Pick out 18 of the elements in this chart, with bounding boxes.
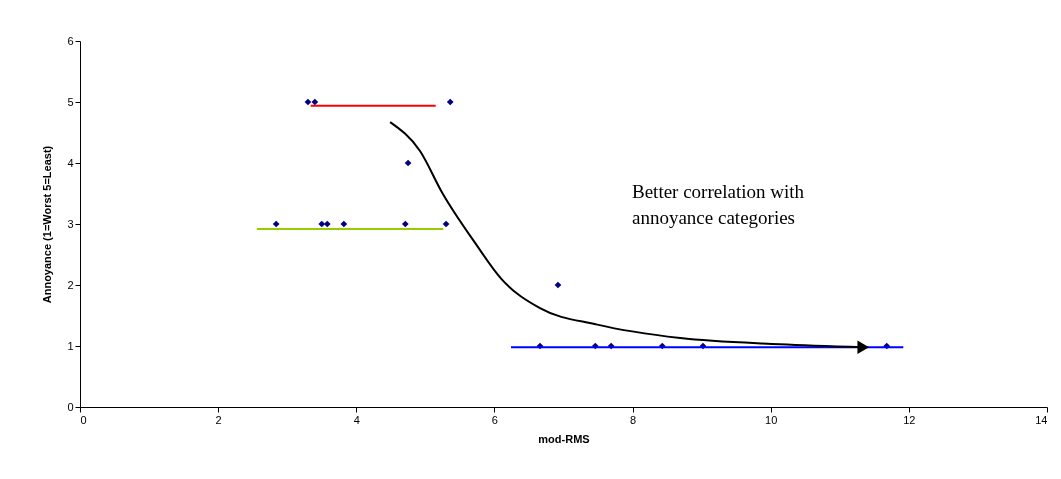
x-tick-label: 0 <box>80 413 87 426</box>
y-tick-label: 0 <box>67 400 74 413</box>
x-tick-label: 2 <box>215 413 222 426</box>
y-tick-label: 5 <box>67 95 74 108</box>
y-tick-label: 1 <box>67 339 74 352</box>
annotation: Better correlation with annoyance categories <box>632 181 805 228</box>
y-tick-label: 2 <box>67 278 74 291</box>
y-tick-label: 4 <box>67 156 74 169</box>
x-tick-label: 10 <box>765 413 778 426</box>
x-tick-label: 6 <box>491 413 498 426</box>
y-tick-label: 6 <box>67 34 74 47</box>
y-axis-title: Annoyance (1=Worst 5=Least) <box>41 145 54 304</box>
y-tick-label: 3 <box>67 217 74 230</box>
x-tick-label: 14 <box>1035 413 1048 426</box>
x-tick-label: 12 <box>903 413 916 426</box>
x-tick-label: 4 <box>353 413 360 426</box>
x-axis-title: mod-RMS <box>538 432 590 445</box>
x-tick-label: 8 <box>630 413 637 426</box>
